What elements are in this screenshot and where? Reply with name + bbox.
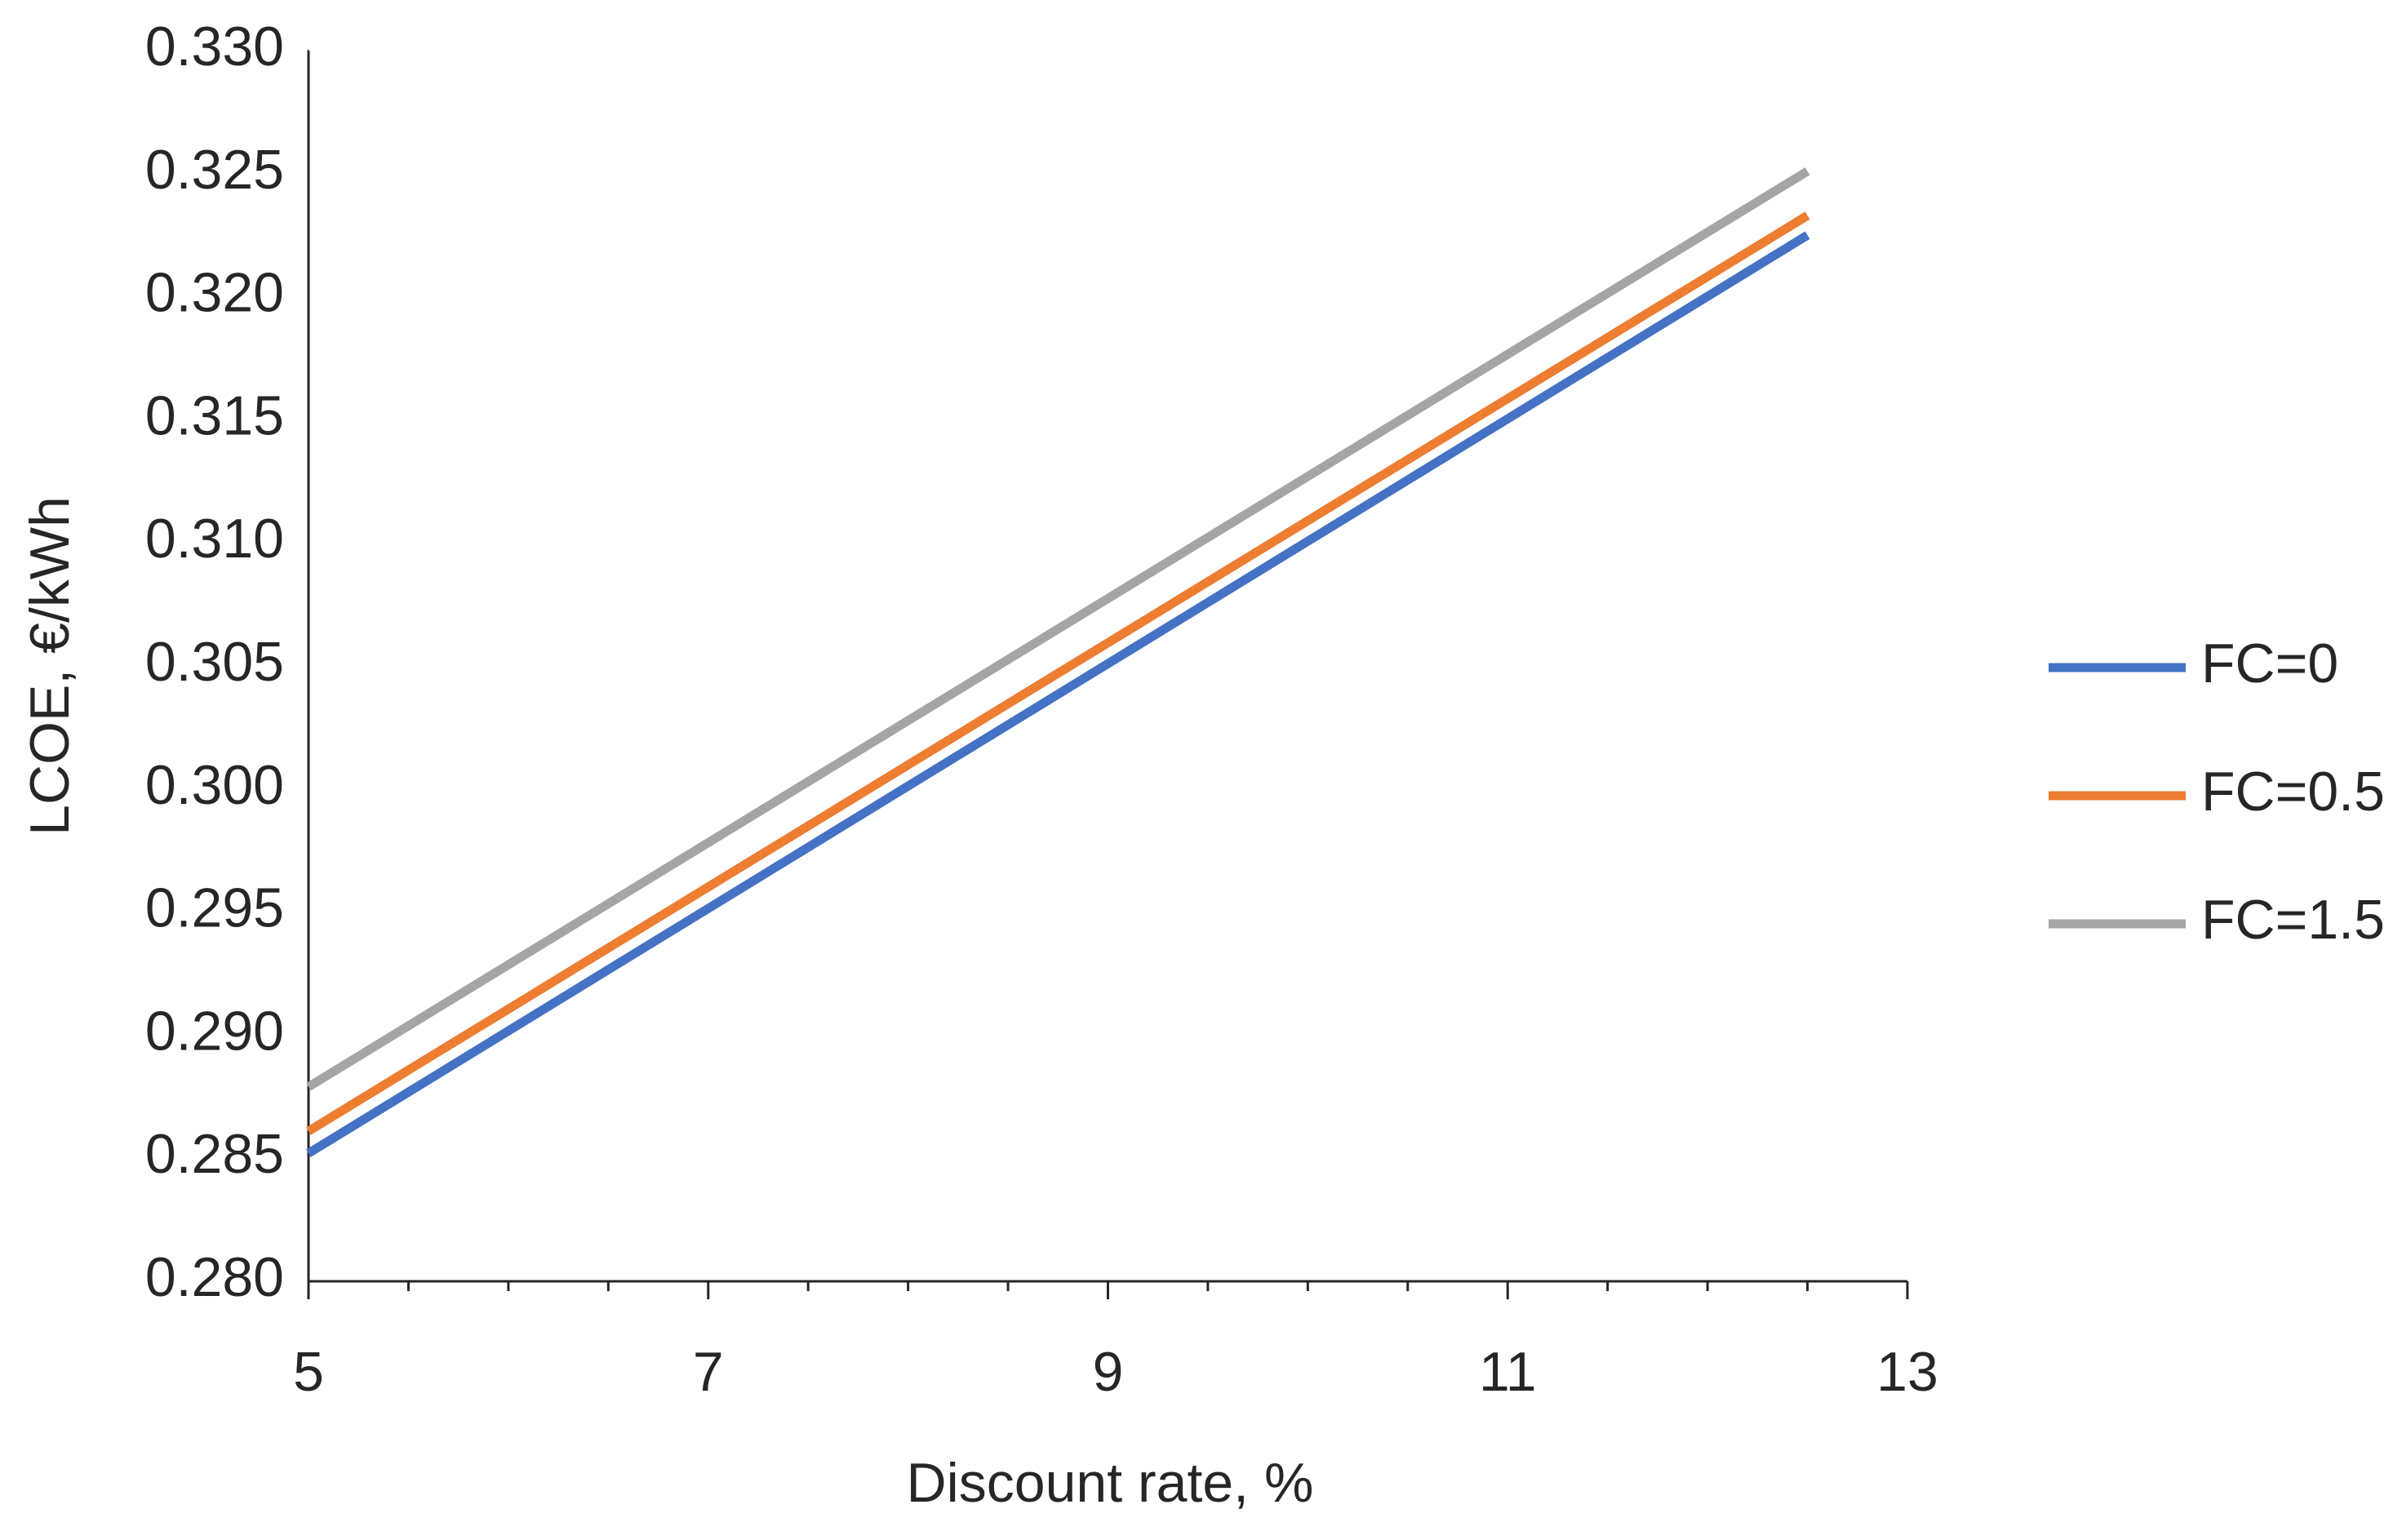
y-tick-label: 0.305 — [145, 631, 284, 693]
y-tick-label: 0.320 — [145, 262, 284, 324]
series-line — [306, 211, 1810, 1135]
x-tick-label: 11 — [1479, 1341, 1537, 1403]
y-tick-label: 0.280 — [145, 1246, 284, 1308]
y-tick-label: 0.330 — [145, 16, 284, 78]
x-tick-label: 5 — [293, 1341, 324, 1403]
x-tick-label: 7 — [693, 1341, 724, 1403]
y-tick-label: 0.315 — [145, 384, 284, 446]
legend-label: FC=1.5 — [2201, 889, 2385, 951]
legend-label: FC=0.5 — [2201, 761, 2385, 823]
legend-label: FC=0 — [2201, 632, 2338, 695]
y-axis-title: LCOE, €/kWh — [19, 496, 81, 836]
series-line — [306, 231, 1810, 1157]
y-tick-label: 0.325 — [145, 139, 284, 201]
y-tick-label: 0.310 — [145, 508, 284, 570]
x-axis-title: Discount rate, % — [907, 1452, 1314, 1514]
series-line — [306, 167, 1810, 1091]
x-tick-label: 9 — [1093, 1341, 1124, 1403]
x-tick-label: 13 — [1876, 1341, 1938, 1403]
y-tick-label: 0.285 — [145, 1123, 284, 1185]
y-tick-label: 0.295 — [145, 877, 284, 939]
y-tick-label: 0.290 — [145, 1000, 284, 1062]
y-tick-label: 0.300 — [145, 754, 284, 816]
